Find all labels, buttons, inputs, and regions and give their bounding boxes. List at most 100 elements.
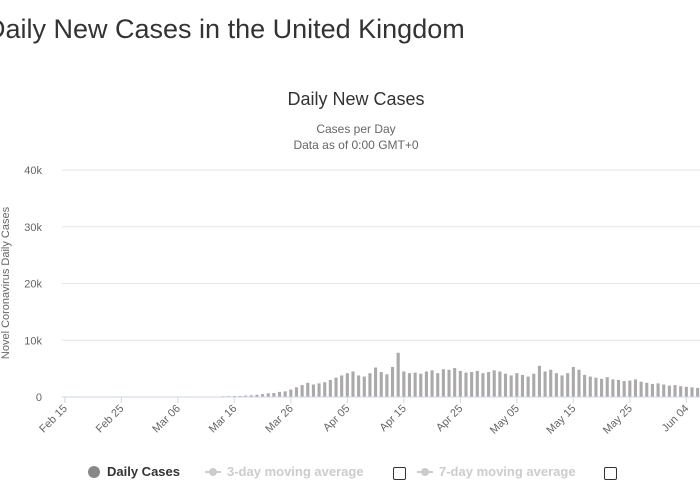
daily-cases-bar[interactable] bbox=[662, 384, 666, 397]
daily-cases-bar[interactable] bbox=[345, 373, 349, 397]
daily-cases-bar[interactable] bbox=[390, 366, 395, 397]
daily-cases-bar[interactable] bbox=[379, 372, 383, 397]
legend-item-3-day-moving-average[interactable]: 3-day moving average bbox=[205, 464, 364, 479]
daily-cases-bar[interactable] bbox=[453, 368, 457, 397]
daily-cases-bar[interactable] bbox=[261, 394, 265, 397]
daily-cases-bar[interactable] bbox=[588, 376, 592, 397]
daily-cases-bar[interactable] bbox=[594, 377, 598, 397]
daily-cases-bar[interactable] bbox=[554, 373, 558, 397]
x-tick-label: Mar 06 bbox=[150, 403, 183, 436]
daily-cases-bar[interactable] bbox=[407, 373, 412, 397]
daily-cases-bar[interactable] bbox=[368, 373, 372, 397]
daily-cases-bar[interactable] bbox=[385, 374, 389, 397]
daily-cases-bar[interactable] bbox=[300, 385, 304, 397]
daily-cases-bar[interactable] bbox=[537, 365, 541, 397]
daily-cases-bar[interactable] bbox=[470, 372, 474, 397]
daily-cases-bar[interactable] bbox=[650, 383, 654, 397]
legend-3-day-line-icon bbox=[205, 466, 221, 478]
daily-cases-bar[interactable] bbox=[328, 379, 332, 397]
daily-cases-bar[interactable] bbox=[583, 374, 587, 397]
daily-cases-bar[interactable] bbox=[600, 378, 604, 397]
daily-cases-bar[interactable] bbox=[532, 373, 536, 397]
daily-cases-bar[interactable] bbox=[571, 366, 575, 397]
daily-cases-bar[interactable] bbox=[543, 371, 547, 397]
daily-cases-bar[interactable] bbox=[633, 379, 638, 397]
daily-cases-bar[interactable] bbox=[249, 395, 253, 397]
daily-cases-bar[interactable] bbox=[244, 395, 248, 397]
daily-cases-bar[interactable] bbox=[645, 382, 649, 397]
daily-cases-bar[interactable] bbox=[684, 386, 688, 397]
y-axis-label: Novel Coronavirus Daily Cases bbox=[0, 206, 12, 359]
y-tick-label: 20k bbox=[24, 279, 42, 291]
daily-cases-bar[interactable] bbox=[464, 372, 468, 397]
daily-cases-bar[interactable] bbox=[402, 371, 406, 397]
daily-cases-bar[interactable] bbox=[616, 379, 621, 397]
daily-cases-bar[interactable] bbox=[266, 393, 270, 397]
daily-cases-bar[interactable] bbox=[673, 385, 677, 397]
y-gridlines bbox=[62, 169, 700, 341]
daily-cases-bar[interactable] bbox=[238, 395, 242, 397]
daily-cases-bar[interactable] bbox=[475, 370, 479, 397]
daily-cases-bar[interactable] bbox=[419, 373, 423, 397]
chart-subtitle-line-1: Cases per Day bbox=[316, 122, 395, 136]
daily-cases-bar[interactable] bbox=[605, 377, 609, 397]
3-day-average-checkbox[interactable] bbox=[393, 467, 406, 480]
daily-cases-bar[interactable] bbox=[628, 380, 632, 397]
daily-cases-bar[interactable] bbox=[577, 369, 581, 397]
x-tick-label: Feb 15 bbox=[37, 403, 70, 436]
daily-cases-bar[interactable] bbox=[509, 375, 513, 397]
daily-cases-bar[interactable] bbox=[317, 383, 321, 397]
daily-cases-bar[interactable] bbox=[503, 373, 508, 397]
daily-cases-bar[interactable] bbox=[498, 371, 502, 397]
daily-cases-bar[interactable] bbox=[351, 371, 355, 397]
daily-cases-bar[interactable] bbox=[611, 379, 615, 397]
daily-cases-bar[interactable] bbox=[306, 382, 310, 397]
daily-cases-bar[interactable] bbox=[396, 352, 400, 397]
daily-cases-bar[interactable] bbox=[679, 386, 683, 397]
daily-cases-bar[interactable] bbox=[622, 381, 626, 397]
daily-cases-bar[interactable] bbox=[413, 372, 417, 397]
daily-cases-bar[interactable] bbox=[447, 369, 451, 397]
daily-cases-bar[interactable] bbox=[272, 393, 276, 397]
daily-cases-bar[interactable] bbox=[424, 371, 428, 397]
daily-cases-bar[interactable] bbox=[487, 372, 491, 397]
daily-cases-bar[interactable] bbox=[639, 381, 643, 397]
y-tick-label: 10k bbox=[24, 335, 42, 347]
daily-cases-bar[interactable] bbox=[656, 383, 660, 397]
x-tick-label: Jun 04 bbox=[660, 403, 692, 435]
daily-cases-bar[interactable] bbox=[560, 375, 564, 397]
daily-cases-bar[interactable] bbox=[696, 387, 700, 397]
daily-cases-bar[interactable] bbox=[436, 373, 440, 397]
legend-item-daily-cases[interactable]: Daily Cases bbox=[88, 464, 180, 479]
y-tick-label: 30k bbox=[24, 222, 42, 234]
daily-cases-bar[interactable] bbox=[311, 384, 315, 397]
daily-cases-bar[interactable] bbox=[566, 373, 570, 397]
daily-cases-bar[interactable] bbox=[283, 391, 287, 397]
daily-cases-bar[interactable] bbox=[690, 387, 694, 397]
daily-cases-bar[interactable] bbox=[323, 382, 327, 397]
daily-cases-bar[interactable] bbox=[441, 369, 445, 397]
daily-cases-bar[interactable] bbox=[481, 373, 485, 397]
daily-cases-bar[interactable] bbox=[289, 389, 293, 397]
daily-cases-bar[interactable] bbox=[520, 374, 525, 397]
daily-cases-bar[interactable] bbox=[667, 385, 671, 397]
daily-cases-bar[interactable] bbox=[515, 373, 519, 397]
daily-cases-bar[interactable] bbox=[492, 370, 496, 397]
daily-cases-bar[interactable] bbox=[549, 369, 553, 397]
legend-daily-cases-label: Daily Cases bbox=[107, 464, 180, 479]
daily-cases-bar[interactable] bbox=[334, 377, 338, 397]
daily-cases-bar[interactable] bbox=[340, 375, 344, 397]
7-day-average-checkbox[interactable] bbox=[604, 467, 617, 480]
daily-cases-bar[interactable] bbox=[277, 391, 282, 397]
daily-cases-bar[interactable] bbox=[357, 375, 361, 397]
daily-cases-bar[interactable] bbox=[430, 370, 434, 397]
x-tick-label: Mar 26 bbox=[263, 403, 296, 436]
daily-cases-bar[interactable] bbox=[362, 376, 366, 397]
daily-cases-bar[interactable] bbox=[526, 376, 530, 397]
daily-cases-bar[interactable] bbox=[374, 367, 378, 397]
daily-cases-bar[interactable] bbox=[294, 387, 299, 397]
daily-cases-bar[interactable] bbox=[458, 370, 462, 397]
x-tick-label: May 05 bbox=[488, 403, 522, 437]
legend-item-7-day-moving-average[interactable]: 7-day moving average bbox=[417, 464, 576, 479]
daily-cases-bar[interactable] bbox=[255, 394, 259, 397]
